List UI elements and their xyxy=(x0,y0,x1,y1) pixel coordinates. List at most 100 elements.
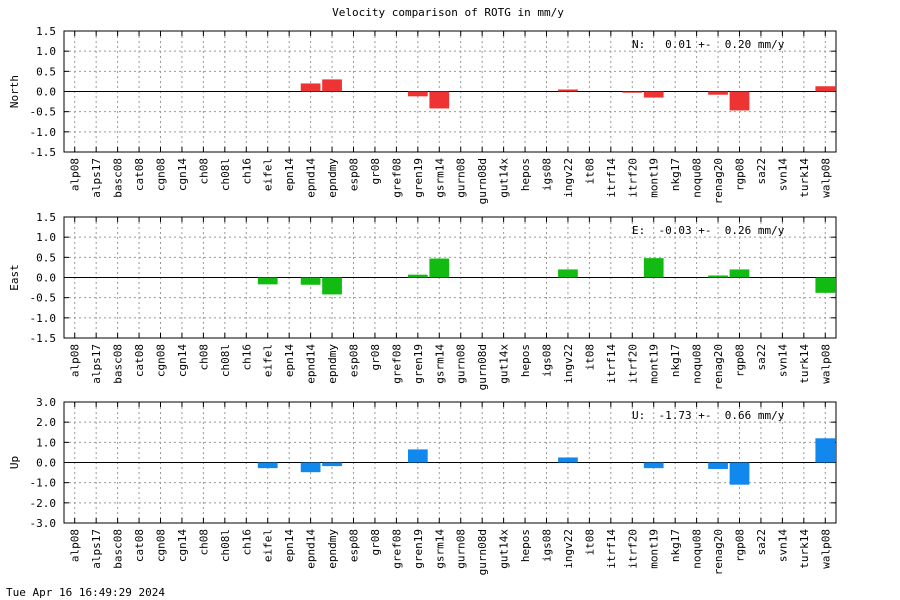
y-axis-label: North xyxy=(8,75,21,108)
x-tick-label: alps17 xyxy=(90,158,103,198)
x-tick-label: alps17 xyxy=(90,344,103,384)
x-tick-label: gurn08d xyxy=(476,529,489,575)
x-tick-label: mont19 xyxy=(648,158,661,198)
x-tick-label: gurn08 xyxy=(455,529,468,569)
x-tick-label: svn14 xyxy=(776,158,789,191)
x-tick-label: hepos xyxy=(519,344,532,377)
x-tick-label: ch08l xyxy=(219,158,232,191)
x-tick-label: epnd14 xyxy=(305,529,318,569)
y-tick-label: 0.5 xyxy=(36,65,56,78)
x-tick-label: gref08 xyxy=(390,529,403,569)
x-tick-label: gsrm14 xyxy=(433,344,446,384)
chart-title: Velocity comparison of ROTG in mm/y xyxy=(332,6,564,19)
x-tick-label: epn14 xyxy=(283,529,296,562)
x-tick-label: rgp08 xyxy=(734,158,747,191)
x-tick-label: epnd14 xyxy=(305,158,318,198)
x-tick-label: alps17 xyxy=(90,529,103,569)
y-tick-label: 0.5 xyxy=(36,251,56,264)
x-tick-label: gurn08d xyxy=(476,344,489,390)
bar-mont19 xyxy=(643,462,664,469)
bar-gsrm14 xyxy=(429,91,450,109)
x-tick-label: renag20 xyxy=(712,529,725,575)
x-tick-label: svn14 xyxy=(776,344,789,377)
x-tick-label: ch08 xyxy=(197,529,210,556)
y-tick-label: 1.0 xyxy=(36,45,56,58)
x-tick-label: eifel xyxy=(262,158,275,191)
velocity-annotation: N: 0.01 +- 0.20 mm/y xyxy=(632,38,785,51)
x-tick-label: itrf14 xyxy=(605,344,618,384)
x-tick-label: it08 xyxy=(583,529,596,556)
bar-renag20 xyxy=(708,91,728,95)
velocity-annotation: E: -0.03 +- 0.26 mm/y xyxy=(632,224,785,237)
y-tick-label: 1.0 xyxy=(36,231,56,244)
bar-eifel xyxy=(257,277,278,285)
chart-panel-north: 1.5 1.0 0.5 0.0 -0.5 -1.0 -1.5 alp08 alps17 basc0… xyxy=(8,25,837,204)
x-tick-label: ch08 xyxy=(197,344,210,371)
x-tick-label: walp08 xyxy=(819,344,832,384)
x-tick-label: hepos xyxy=(519,529,532,562)
x-tick-label: cgn08 xyxy=(155,158,168,191)
x-tick-label: cgn14 xyxy=(176,344,189,377)
x-tick-label: gurn08d xyxy=(476,158,489,204)
x-tick-label: epn14 xyxy=(283,158,296,191)
bar-epndmy xyxy=(322,277,342,295)
bar-walp08 xyxy=(815,86,836,92)
y-tick-label: 0.0 xyxy=(36,457,56,470)
bar-renag20 xyxy=(708,462,728,469)
x-tick-label: igs08 xyxy=(541,529,554,562)
x-tick-label: noqu08 xyxy=(691,158,704,198)
x-tick-label: epndmy xyxy=(326,158,339,198)
y-tick-label: -1.0 xyxy=(30,126,57,139)
y-tick-label: 1.5 xyxy=(36,211,56,224)
bar-renag20 xyxy=(708,275,728,278)
x-tick-label: turk14 xyxy=(798,158,811,198)
y-tick-label: -3.0 xyxy=(30,517,57,530)
x-tick-label: mont19 xyxy=(648,344,661,384)
x-tick-label: noqu08 xyxy=(691,529,704,569)
x-tick-label: cgn14 xyxy=(176,529,189,562)
bar-itrf20 xyxy=(622,91,643,93)
bar-gsrm14 xyxy=(429,258,450,278)
y-tick-label: 1.0 xyxy=(36,436,56,449)
x-tick-label: eifel xyxy=(262,529,275,562)
x-tick-label: it08 xyxy=(583,158,596,185)
x-tick-label: gref08 xyxy=(390,158,403,198)
x-tick-label: gsrm14 xyxy=(433,529,446,569)
x-tick-label: gurn08 xyxy=(455,158,468,198)
bar-ingv22 xyxy=(558,89,578,92)
bar-walp08 xyxy=(815,277,836,293)
x-tick-label: ch08 xyxy=(197,158,210,185)
x-tick-label: cgn08 xyxy=(155,344,168,377)
x-tick-label: basc08 xyxy=(112,344,125,384)
x-tick-label: esp08 xyxy=(348,529,361,562)
bar-rgp08 xyxy=(729,269,750,278)
x-tick-label: gut14x xyxy=(498,158,511,198)
x-tick-label: gut14x xyxy=(498,529,511,569)
x-tick-label: itrf20 xyxy=(626,344,639,384)
bar-epnd14 xyxy=(300,277,321,285)
chart-panel-up: 3.0 2.0 1.0 0.0 -1.0 -2.0 -3.0 alp08 alps17 basc0… xyxy=(8,396,837,575)
x-tick-label: gren19 xyxy=(412,158,425,198)
x-tick-label: walp08 xyxy=(819,529,832,569)
bar-epnd14 xyxy=(300,83,321,92)
velocity-annotation: U: -1.73 +- 0.66 mm/y xyxy=(632,409,785,422)
y-tick-label: -1.0 xyxy=(30,477,57,490)
bar-gren19 xyxy=(407,274,428,278)
x-tick-label: itrf20 xyxy=(626,158,639,198)
x-tick-label: cgn14 xyxy=(176,158,189,191)
bar-rgp08 xyxy=(729,91,750,111)
x-tick-label: gr08 xyxy=(369,344,382,371)
x-tick-label: epndmy xyxy=(326,344,339,384)
plot-frame xyxy=(63,216,837,339)
x-tick-label: alp08 xyxy=(69,529,82,562)
x-tick-label: eifel xyxy=(262,344,275,377)
bar-eifel xyxy=(257,462,278,469)
x-tick-label: basc08 xyxy=(112,529,125,569)
y-tick-label: 1.5 xyxy=(36,25,56,38)
y-axis-label: Up xyxy=(8,456,21,469)
x-tick-label: hepos xyxy=(519,158,532,191)
y-tick-label: -0.5 xyxy=(30,292,57,305)
x-tick-label: turk14 xyxy=(798,529,811,569)
y-tick-label: 0.0 xyxy=(36,272,56,285)
